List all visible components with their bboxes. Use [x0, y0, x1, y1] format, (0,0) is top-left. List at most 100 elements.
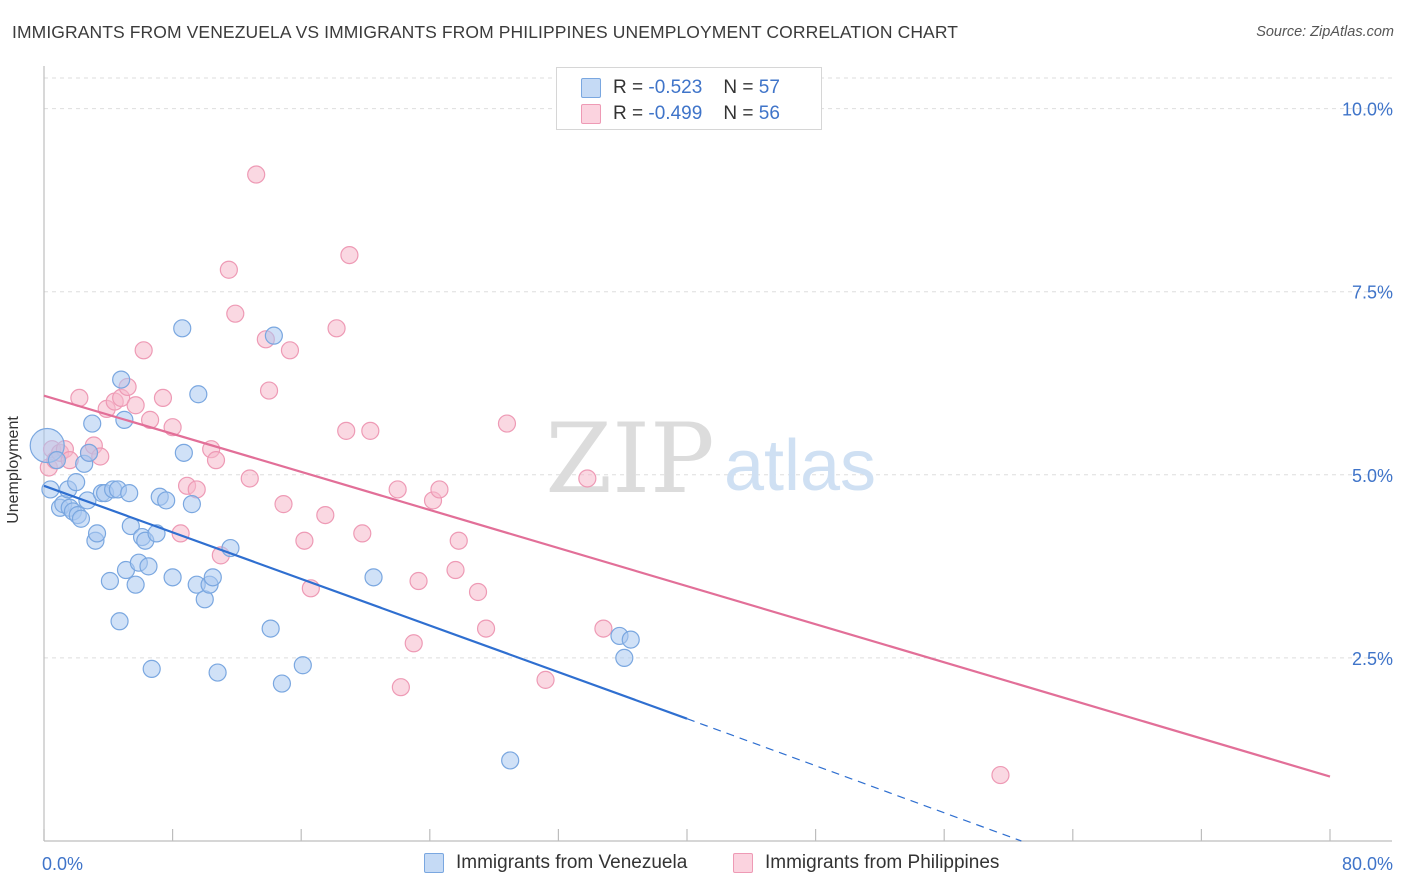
trend-lines: [43, 394, 1331, 842]
venezuela-point: [264, 326, 283, 345]
venezuela-trend-line: [43, 484, 688, 720]
venezuela-point: [272, 674, 292, 693]
watermark-atlas: atlas: [724, 426, 876, 506]
philippines-point: [430, 480, 449, 499]
source-label: Source: ZipAtlas.com: [1256, 24, 1394, 40]
n-label: N =: [723, 77, 754, 98]
venezuela-point: [208, 663, 227, 682]
philippines-point: [340, 245, 359, 265]
philippines-point: [140, 410, 160, 429]
venezuela-point: [182, 495, 201, 514]
philippines-point: [468, 582, 488, 602]
venezuela-point: [174, 443, 193, 462]
n-label: N =: [723, 103, 754, 124]
venezuela-point: [364, 568, 383, 587]
philippines-points: [39, 165, 1010, 785]
venezuela-point: [501, 751, 520, 770]
philippines-point: [353, 524, 372, 543]
venezuela-point: [615, 648, 634, 668]
venezuela-trend-extension: [686, 718, 1022, 842]
philippines-point: [327, 319, 346, 338]
venezuela-point: [163, 568, 182, 587]
venezuela-point: [173, 319, 192, 338]
y-tick-label: 2.5%: [1352, 649, 1393, 669]
venezuela-point: [41, 480, 60, 499]
philippines-legend-label: Immigrants from Philippines: [765, 852, 1000, 873]
venezuela-swatch: [581, 78, 601, 98]
philippines-point: [361, 421, 380, 440]
philippines-point: [449, 531, 468, 550]
venezuela-point: [189, 385, 208, 404]
venezuela-points: [29, 319, 640, 770]
philippines-swatch: [581, 104, 601, 124]
r-label: R =: [613, 77, 644, 98]
venezuela-point: [293, 656, 312, 675]
philippines-point: [295, 531, 314, 550]
philippines-point: [153, 388, 173, 408]
venezuela-point: [100, 571, 120, 591]
philippines-point: [280, 341, 300, 360]
philippines-point: [219, 260, 238, 279]
venezuela-point: [203, 568, 222, 587]
venezuela-n-value: 57: [758, 77, 780, 98]
watermark: ZIP atlas: [545, 403, 876, 515]
venezuela-point: [110, 612, 129, 631]
philippines-legend-swatch: [733, 853, 753, 873]
watermark-zip: ZIP: [545, 403, 714, 515]
philippines-n-value: 56: [758, 103, 780, 124]
correlation-legend: R = -0.523 N = 57 R = -0.499 N = 56: [556, 67, 822, 130]
venezuela-point: [71, 509, 91, 528]
venezuela-r-value: -0.523: [648, 77, 703, 98]
venezuela-point: [79, 443, 99, 462]
philippines-point: [388, 480, 407, 499]
philippines-point: [226, 304, 245, 323]
venezuela-point: [157, 491, 176, 510]
philippines-point: [536, 670, 555, 689]
y-tick-label: 7.5%: [1352, 283, 1393, 303]
philippines-point: [404, 634, 423, 653]
venezuela-point: [87, 524, 107, 543]
r-label: R =: [613, 103, 644, 124]
philippines-point: [206, 451, 226, 470]
venezuela-point: [139, 557, 158, 576]
philippines-point: [578, 469, 597, 488]
chart-title: IMMIGRANTS FROM VENEZUELA VS IMMIGRANTS …: [12, 22, 959, 42]
y-tick-label: 5.0%: [1352, 466, 1393, 486]
philippines-point: [991, 765, 1010, 785]
philippines-trend-line: [43, 394, 1331, 778]
venezuela-point: [126, 575, 145, 594]
philippines-point: [497, 414, 517, 433]
y-tick-labels: 2.5% 5.0% 7.5% 10.0%: [1342, 100, 1393, 669]
philippines-point: [274, 495, 293, 514]
x-tick-label: 0.0%: [42, 854, 83, 874]
venezuela-point: [120, 484, 139, 503]
philippines-point: [391, 678, 410, 697]
philippines-point: [126, 396, 145, 415]
philippines-point: [409, 571, 428, 591]
venezuela-point: [47, 451, 66, 470]
philippines-point: [594, 619, 613, 638]
venezuela-point: [67, 473, 86, 492]
venezuela-point: [83, 414, 102, 433]
x-tick-labels: 0.0% 80.0%: [42, 854, 1393, 874]
venezuela-legend-label: Immigrants from Venezuela: [456, 852, 688, 873]
philippines-point: [316, 505, 335, 525]
venezuela-point: [112, 370, 131, 389]
grid-lines: [44, 77, 1392, 659]
x-tick-label: 80.0%: [1342, 854, 1393, 874]
y-axis-label: Unemployment: [5, 416, 22, 524]
philippines-point: [476, 619, 496, 638]
venezuela-legend-swatch: [424, 853, 444, 873]
axes: [43, 66, 1392, 842]
philippines-point: [240, 469, 259, 488]
venezuela-point: [621, 630, 640, 649]
venezuela-point: [261, 619, 280, 638]
philippines-point: [337, 421, 356, 440]
y-tick-label: 10.0%: [1342, 100, 1393, 120]
philippines-r-value: -0.499: [648, 103, 703, 124]
philippines-point: [259, 381, 279, 400]
philippines-point: [134, 341, 153, 360]
philippines-point: [247, 165, 266, 184]
venezuela-point: [142, 659, 161, 678]
